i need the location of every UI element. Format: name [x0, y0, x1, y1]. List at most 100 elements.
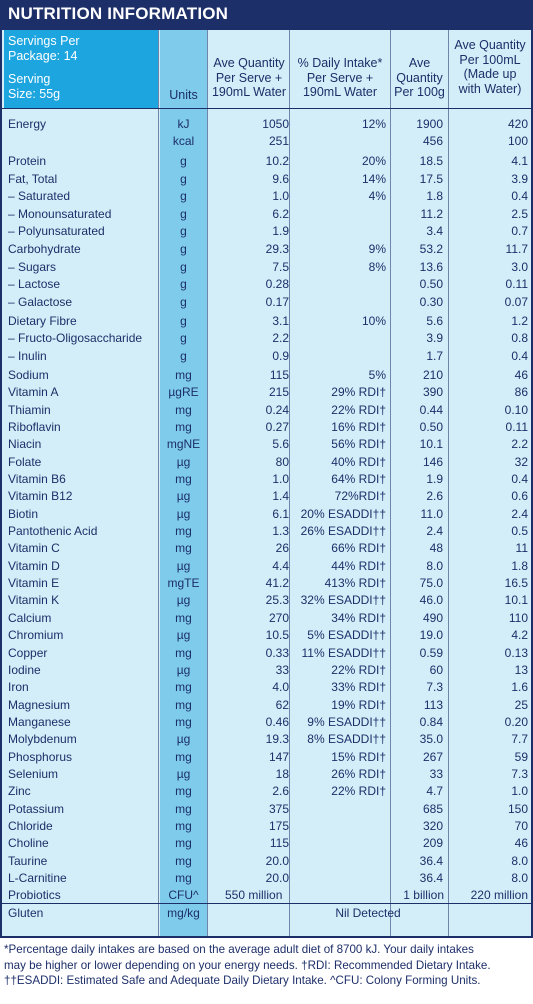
- per-serve-value: 6.1: [272, 506, 289, 521]
- nutrient-unit: mg/kg: [167, 905, 200, 920]
- nutrient-unit: g: [180, 259, 187, 274]
- nutrient-unit: µg: [176, 558, 191, 573]
- nutrient-name: Vitamin B6: [8, 472, 66, 486]
- daily-intake-value: 9%: [368, 242, 386, 257]
- per-serve-value: 0.33: [265, 645, 289, 660]
- daily-intake-value: 16% RDI†: [331, 419, 386, 434]
- table-row: Phosphorus mg 147 15% RDI† 267 59: [2, 749, 531, 766]
- nutrient-name: – Monounsaturated: [8, 206, 112, 221]
- nutrient-unit: g: [180, 348, 187, 363]
- table-row: Dietary Fibre g 3.1 10% 5.6 1.2: [2, 313, 531, 330]
- nutrient-unit: µg: [176, 454, 191, 469]
- nutrient-unit: mgTE: [167, 576, 200, 591]
- per-100ml-value: 1.0: [511, 784, 528, 799]
- per-serve-value: 0.28: [265, 277, 289, 292]
- per-100ml-value: 110: [508, 610, 528, 625]
- per-100ml-value: 59: [514, 749, 528, 764]
- per-100g-value: 35.0: [419, 732, 443, 747]
- per-100ml-value: 0.13: [504, 645, 528, 660]
- table-row: L-Carnitine mg 20.0 36.4 8.0: [2, 870, 531, 887]
- nutrient-unit: g: [180, 277, 187, 292]
- table-row: Iron mg 4.0 33% RDI† 7.3 1.6: [2, 679, 531, 696]
- per-100g-value: 209: [422, 836, 443, 851]
- per-100g-value: 0.44: [419, 402, 443, 417]
- per-100ml-value: 0.4: [511, 472, 528, 486]
- nutrient-unit: g: [180, 172, 187, 187]
- nutrient-name: Protein: [8, 153, 47, 168]
- per-100ml-value: 7.3: [511, 766, 528, 781]
- table-row: Vitamin A µgRE 215 29% RDI† 390 86: [2, 384, 531, 401]
- nutrient-name: Zinc: [8, 784, 31, 799]
- table-row: Molybdenum µg 19.3 8% ESADDI†† 35.0 7.7: [2, 731, 531, 748]
- table-row: – Sugars g 7.5 8% 13.6 3.0: [2, 259, 531, 276]
- per-100ml-value: 4.2: [511, 628, 528, 643]
- per-100ml-value: 1.8: [511, 558, 528, 573]
- table-row: Energy kJ 1050 12% 1900 420: [2, 116, 531, 133]
- nutrient-unit: µg: [176, 628, 191, 643]
- nutrient-unit: mg: [175, 402, 192, 417]
- table-row: – Saturated g 1.0 4% 1.8 0.4: [2, 188, 531, 205]
- per-100g-value: 75.0: [419, 576, 443, 591]
- per-serve-value: 19.3: [265, 732, 289, 747]
- table-row: Chromium µg 10.5 5% ESADDI†† 19.0 4.2: [2, 627, 531, 644]
- nutrient-unit: mg: [175, 645, 192, 660]
- nutrient-unit: g: [180, 242, 187, 257]
- nutrient-unit: g: [180, 294, 187, 309]
- per-100ml-value: 0.11: [505, 277, 528, 292]
- nutrient-unit: CFU^: [168, 888, 199, 903]
- daily-intake-value: 15% RDI†: [331, 749, 386, 764]
- nutrient-name: Thiamin: [8, 402, 51, 417]
- per-100ml-value: 25: [514, 697, 528, 712]
- footnotes: *Percentage daily intakes are based on t…: [4, 942, 532, 989]
- daily-intake-value: 44% RDI†: [331, 558, 386, 573]
- nutrient-unit: mg: [175, 541, 192, 556]
- per-serve-value: 375: [268, 801, 289, 816]
- per-100g-value: 7.3: [426, 680, 443, 695]
- per-100g-value: 267: [422, 749, 443, 764]
- nutrient-unit: µg: [176, 489, 191, 504]
- per-serve-value: 0.46: [265, 714, 289, 729]
- per-100g-value: 456: [422, 134, 443, 149]
- per-100ml-value: 0.11: [505, 419, 528, 434]
- nutrient-unit: mg: [175, 472, 192, 486]
- per-100ml-value: 11: [515, 541, 528, 556]
- nutrient-name: Chromium: [8, 628, 64, 643]
- units-header: Units: [169, 88, 198, 102]
- table-row: Chloride mg 175 320 70: [2, 818, 531, 835]
- per-100g-value: 0.50: [419, 277, 443, 292]
- per-serve-value: 3.1: [272, 313, 289, 328]
- nutrient-unit: mg: [175, 801, 192, 816]
- table-row: Niacin mgNE 5.6 56% RDI† 10.1 2.2: [2, 436, 531, 453]
- daily-intake-value: 56% RDI†: [331, 437, 386, 452]
- per-serve-value: 5.6: [272, 437, 289, 452]
- per-100ml-value: 16.5: [504, 576, 528, 591]
- per-serve-value: 2.2: [272, 331, 289, 346]
- nutrient-name: – Polyunsaturated: [8, 224, 105, 239]
- nutrient-name: Molybdenum: [8, 732, 77, 747]
- nutrient-unit: g: [180, 224, 187, 239]
- per-serve-value: 115: [269, 367, 289, 382]
- footnote: may be higher or lower depending on your…: [4, 958, 491, 972]
- per-100ml-value: 2.2: [511, 437, 528, 452]
- per-100ml-value: 10.1: [504, 593, 528, 608]
- per-serve-header: Ave Quantity Per Serve + 190mL Water: [211, 56, 287, 99]
- per-100ml-value: 13: [514, 662, 528, 677]
- per-serve-value: 1050: [262, 117, 289, 131]
- per-serve-value: 33: [275, 662, 289, 677]
- per-100ml-value: 0.4: [511, 189, 528, 204]
- footnote: ††ESADDI: Estimated Safe and Adequate Da…: [4, 974, 481, 987]
- per-100g-value: 11.2: [420, 206, 443, 221]
- nutrient-unit: mg: [175, 524, 192, 539]
- table-row: Fat, Total g 9.6 14% 17.5 3.9: [2, 171, 531, 188]
- table-row: Pantothenic Acid mg 1.3 26% ESADDI†† 2.4 0.5: [2, 523, 531, 540]
- header-divider: [2, 108, 531, 109]
- table-row: Zinc mg 2.6 22% RDI† 4.7 1.0: [2, 783, 531, 800]
- table-row: Manganese mg 0.46 9% ESADDI†† 0.84 0.20: [2, 714, 531, 731]
- nutrient-unit: µg: [176, 662, 191, 677]
- per-100ml-value: 3.9: [511, 172, 528, 187]
- per-serve-value: 1.0: [272, 189, 289, 204]
- nutrient-unit: mg: [175, 749, 192, 764]
- per-100ml-value: 86: [514, 385, 528, 400]
- daily-intake-value: 4%: [368, 189, 386, 204]
- nutrient-name: Folate: [8, 454, 42, 469]
